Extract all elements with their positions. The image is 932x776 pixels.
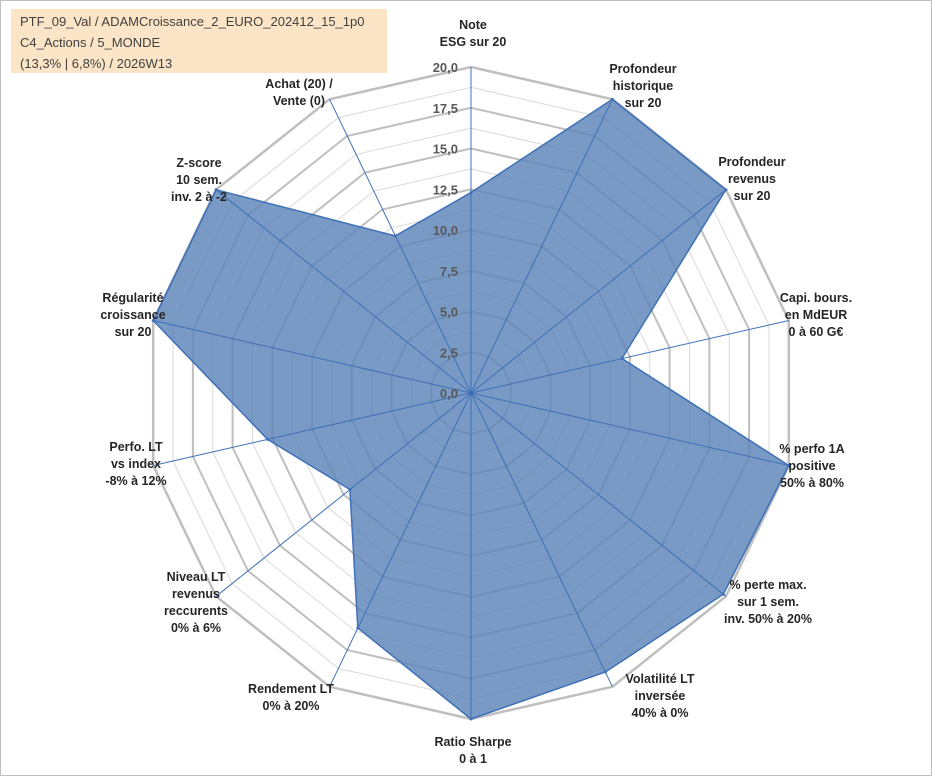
axis-label: Perfo. LT vs index -8% à 12% — [105, 440, 166, 488]
axis-label-line: % perte max. — [729, 578, 806, 592]
axis-spoke — [470, 392, 613, 687]
axis-label: Profondeur revenus sur 20 — [718, 155, 785, 203]
tick-label: 5,0 — [440, 305, 458, 320]
info-line-1: PTF_09_Val / ADAMCroissance_2_EURO_20241… — [20, 14, 365, 29]
axis-label-line: 10 sem. — [176, 173, 222, 187]
tick-label: 20,0 — [433, 60, 458, 75]
axis-spoke — [153, 392, 472, 466]
axis-label-line: % perfo 1A — [779, 442, 844, 456]
axis-spoke — [470, 320, 789, 394]
axis-label-line: Niveau LT — [167, 570, 226, 584]
axis-spoke — [153, 320, 472, 394]
axis-spoke — [329, 392, 472, 687]
tick-label: 7,5 — [440, 264, 458, 279]
axis-label-line: sur 20 — [734, 189, 771, 203]
axis-label-line: Volatilité LT — [626, 672, 695, 686]
axis-label-line: Vente (0) — [273, 94, 325, 108]
axis-label-line: vs index — [111, 457, 161, 471]
info-line-2: C4_Actions / 5_MONDE — [20, 35, 161, 50]
axis-label-line: Régularité — [102, 291, 163, 305]
axis-spoke — [470, 392, 727, 597]
axis-spoke — [215, 392, 472, 597]
info-line-3: (13,3% | 6,8%) / 2026W13 — [20, 56, 173, 71]
axis-label: Profondeur historique sur 20 — [609, 62, 676, 110]
spoke-layer — [153, 67, 789, 719]
axis-label: Capi. bours. en MdEUR 0 à 60 G€ — [780, 291, 852, 339]
axis-label-line: Capi. bours. — [780, 291, 852, 305]
axis-label-line: revenus — [728, 172, 776, 186]
axis-label-line: sur 20 — [115, 325, 152, 339]
axis-label-line: Achat (20) / — [265, 77, 333, 91]
axis-label: Rendement LT 0% à 20% — [248, 682, 334, 713]
axis-spoke — [329, 99, 472, 394]
axis-label-line: 50% à 80% — [780, 476, 844, 490]
tick-label: 17,5 — [433, 101, 458, 116]
axis-label-line: croissance — [100, 308, 165, 322]
axis-label-line: revenus — [172, 587, 220, 601]
axis-label-line: Note — [459, 18, 487, 32]
axis-label-line: inv. 2 à -2 — [171, 190, 227, 204]
tick-label: 0,0 — [440, 386, 458, 401]
axis-spoke — [470, 392, 789, 466]
axis-label-line: 0 à 60 G€ — [789, 325, 844, 339]
axis-label-line: Perfo. LT — [109, 440, 163, 454]
axis-label-line: en MdEUR — [785, 308, 848, 322]
axis-spoke — [470, 189, 727, 394]
axis-label-line: inversée — [635, 689, 686, 703]
axis-label-line: Rendement LT — [248, 682, 334, 696]
axis-label: Volatilité LT inversée 40% à 0% — [626, 672, 695, 720]
tick-layer: 0,0 2,5 5,0 7,5 10,0 12,5 15,0 17,5 20,0 — [433, 60, 458, 401]
portfolio-info-box: PTF_09_Val / ADAMCroissance_2_EURO_20241… — [11, 9, 387, 73]
axis-label-line: 0 à 1 — [459, 752, 487, 766]
axis-label-line: Profondeur — [609, 62, 676, 76]
axis-spoke — [215, 189, 472, 394]
axis-label: Z-score 10 sem. inv. 2 à -2 — [171, 156, 227, 204]
tick-label: 10,0 — [433, 223, 458, 238]
axis-label-line: 0% à 6% — [171, 621, 221, 635]
axis-label-line: sur 1 sem. — [737, 595, 799, 609]
axis-spoke — [470, 99, 613, 394]
axis-label: % perte max. sur 1 sem. inv. 50% à 20% — [724, 578, 812, 626]
axis-label: Niveau LT revenus reccurents 0% à 6% — [164, 570, 228, 635]
axis-label: Note ESG sur 20 — [440, 18, 507, 49]
tick-label: 15,0 — [433, 142, 458, 157]
axis-label-line: -8% à 12% — [105, 474, 166, 488]
axis-label-line: positive — [788, 459, 835, 473]
axis-label-line: ESG sur 20 — [440, 35, 507, 49]
axis-label-line: 40% à 0% — [632, 706, 689, 720]
axis-label: Ratio Sharpe 0 à 1 — [434, 735, 511, 766]
axis-label-line: reccurents — [164, 604, 228, 618]
axis-label-line: inv. 50% à 20% — [724, 612, 812, 626]
axis-label: Régularité croissance sur 20 — [100, 291, 165, 339]
axis-label-line: Ratio Sharpe — [434, 735, 511, 749]
axis-label: % perfo 1A positive 50% à 80% — [779, 442, 844, 490]
tick-label: 2,5 — [440, 345, 458, 360]
axis-label-line: Profondeur — [718, 155, 785, 169]
axis-label-line: historique — [613, 79, 673, 93]
axis-label-line: Z-score — [176, 156, 221, 170]
axis-label-line: sur 20 — [625, 96, 662, 110]
axis-label-line: 0% à 20% — [263, 699, 320, 713]
tick-label: 12,5 — [433, 182, 458, 197]
